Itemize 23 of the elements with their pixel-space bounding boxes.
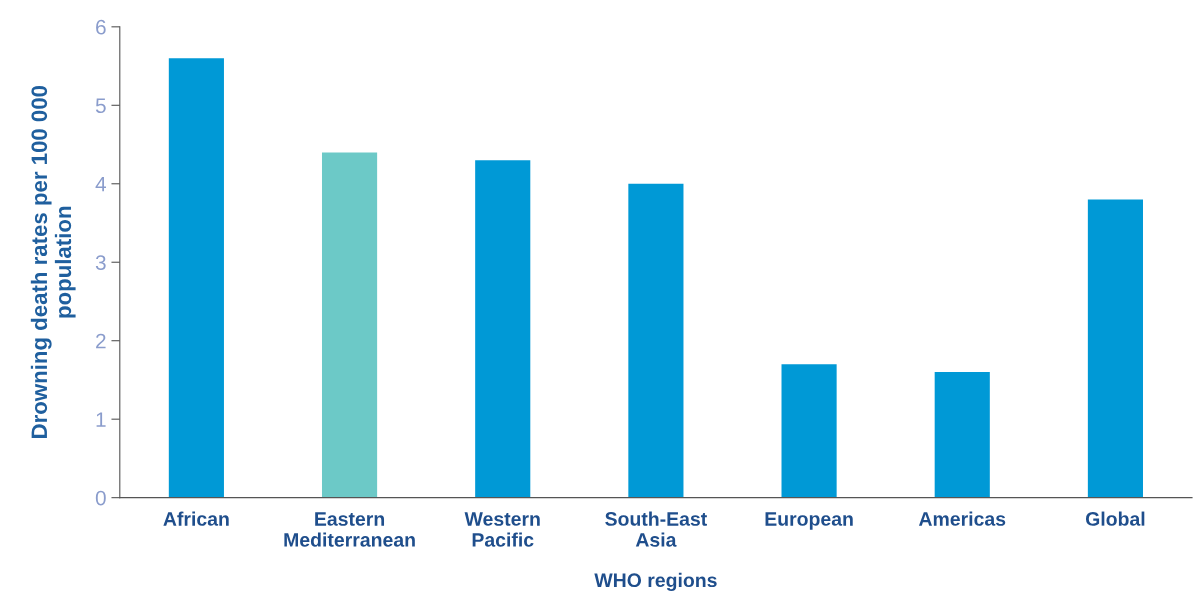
bar bbox=[475, 160, 531, 498]
bar bbox=[628, 183, 684, 498]
x-axis-title: WHO regions bbox=[594, 572, 717, 592]
bar bbox=[168, 58, 224, 498]
y-tick-label: 6 bbox=[96, 19, 106, 35]
x-tick-label: Americas bbox=[918, 511, 1006, 526]
x-tick-label: European bbox=[765, 512, 853, 530]
bar bbox=[781, 364, 837, 498]
y-tick-label: 3 bbox=[95, 255, 106, 270]
x-tick-label: Western Pacific bbox=[464, 512, 540, 547]
y-tick-label: 0 bbox=[95, 490, 106, 506]
bar bbox=[321, 152, 378, 498]
bar bbox=[1087, 199, 1143, 498]
y-tick-label: 4 bbox=[95, 176, 106, 192]
y-tick-label: 5 bbox=[95, 98, 106, 114]
x-tick-label: African bbox=[163, 511, 229, 526]
y-tick-label: 2 bbox=[96, 333, 106, 349]
y-tick-label: 1 bbox=[96, 412, 106, 427]
x-tick-label: Global bbox=[1085, 511, 1145, 526]
y-axis-title: Drowning death rates per 100 000 population bbox=[30, 85, 76, 438]
x-tick-label: South-East Asia bbox=[605, 511, 707, 547]
x-tick-label: Eastern Mediterranean bbox=[284, 512, 415, 547]
bar bbox=[934, 372, 990, 498]
